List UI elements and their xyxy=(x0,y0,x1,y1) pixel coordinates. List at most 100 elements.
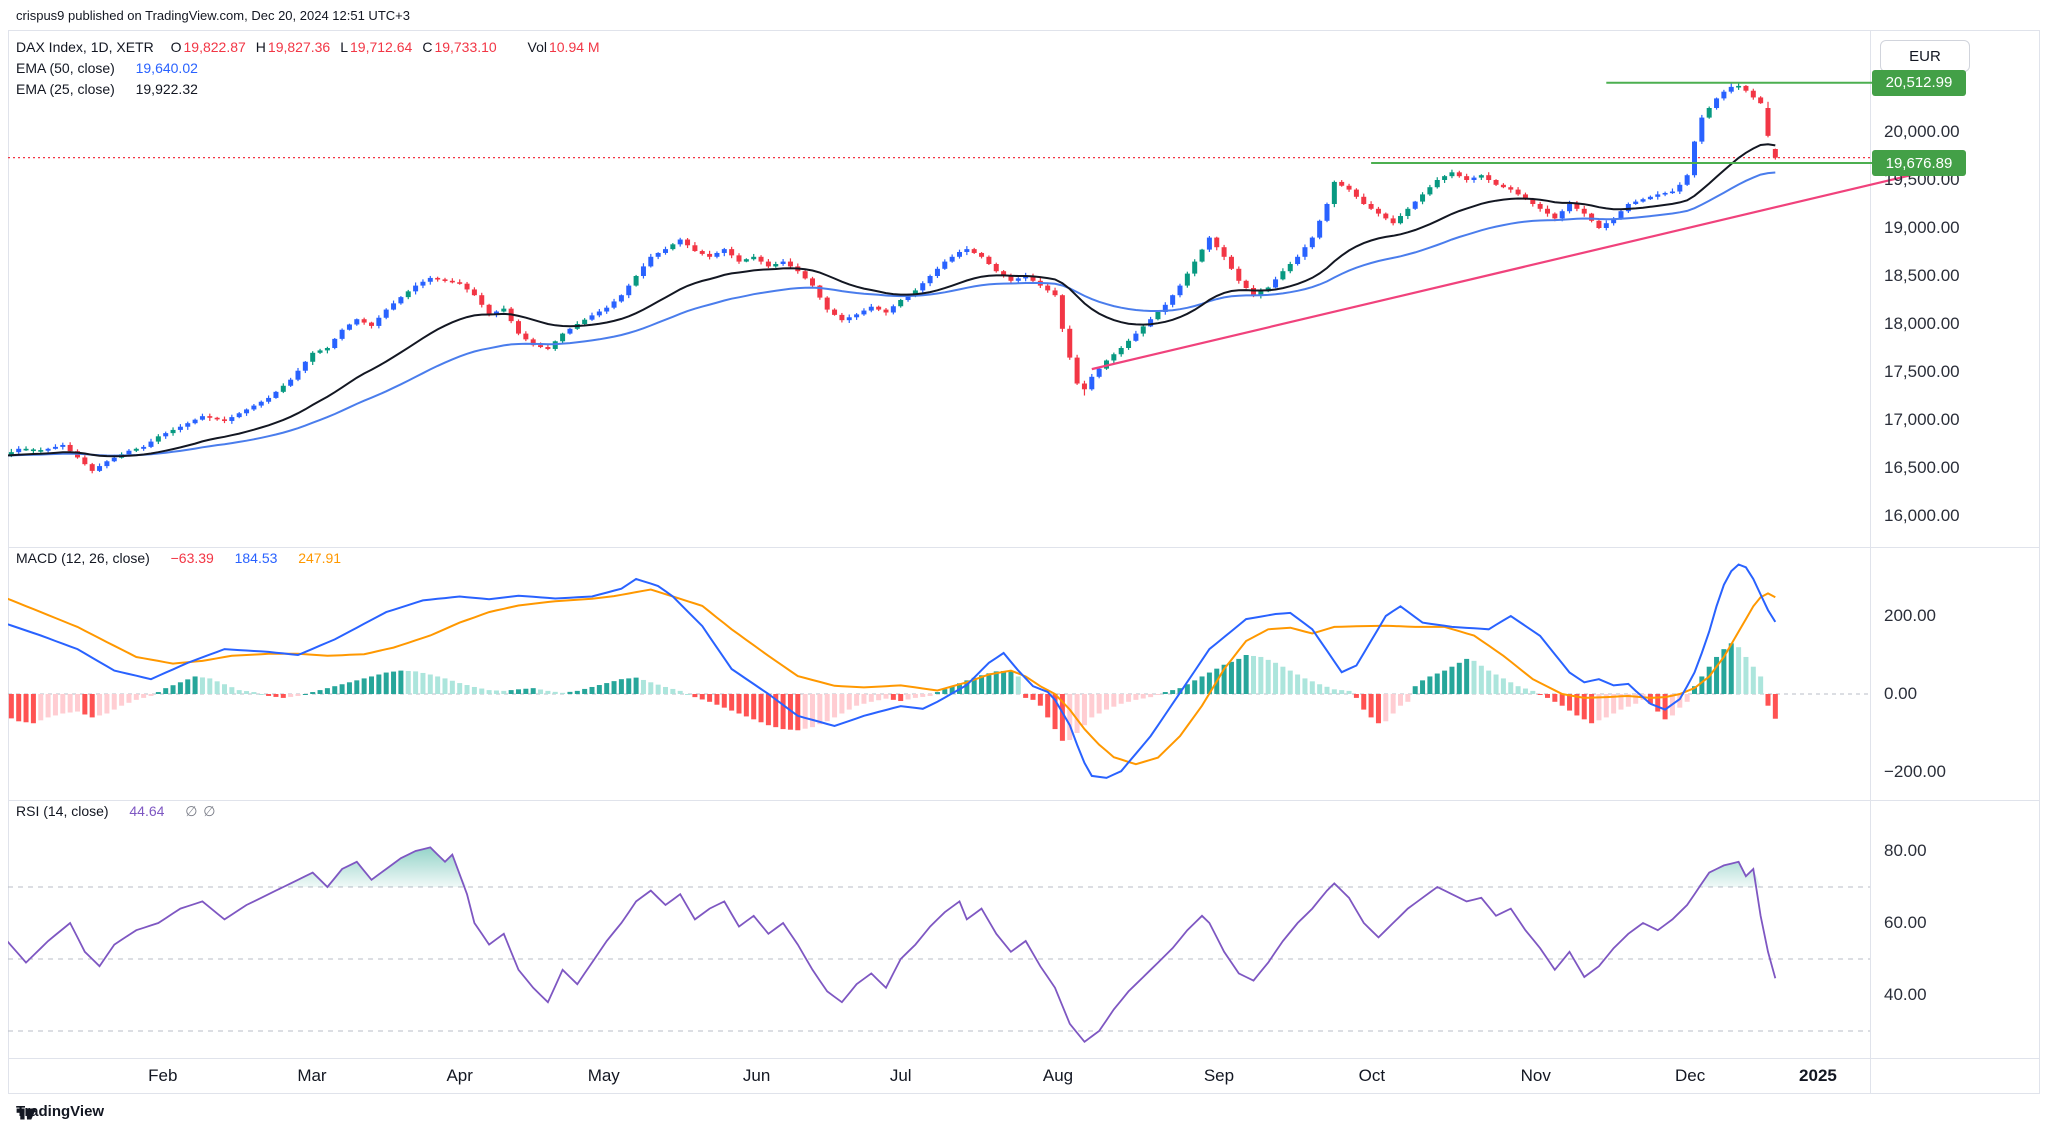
time-axis-month[interactable]: Feb xyxy=(148,1066,178,1085)
candle-body xyxy=(905,295,911,300)
price-axis-tick: 17,000.00 xyxy=(1884,410,1960,429)
macd-hist-bar xyxy=(214,681,220,694)
rsi-panel[interactable] xyxy=(4,846,1870,1044)
candle-body xyxy=(1714,98,1720,108)
price-axis-tick: 17,500.00 xyxy=(1884,362,1960,381)
candle-body xyxy=(236,413,242,418)
ema50-legend-row[interactable]: EMA (50, close) 19,640.02 xyxy=(16,60,200,76)
ema25-legend-row[interactable]: EMA (25, close) 19,922.32 xyxy=(16,81,200,97)
macd-hist-bar xyxy=(1030,694,1036,700)
macd-hist-bar xyxy=(1228,661,1234,694)
macd-hist-bar xyxy=(332,686,338,694)
macd-hist-bar xyxy=(552,691,558,694)
candle-body xyxy=(787,261,793,267)
currency-button[interactable]: EUR xyxy=(1880,40,1970,72)
ema50-value: 19,640.02 xyxy=(135,60,198,76)
macd-hist-bar xyxy=(391,671,397,694)
rsi-line[interactable] xyxy=(4,846,1777,1044)
macd-axis-tick: 0.00 xyxy=(1884,684,1918,703)
macd-line[interactable] xyxy=(4,563,1777,779)
time-axis-month[interactable]: Jul xyxy=(889,1066,912,1085)
macd-hist-bar xyxy=(60,694,66,714)
macd-hist-bar xyxy=(854,694,860,706)
candle-body xyxy=(170,429,176,434)
candle-body xyxy=(1750,90,1756,98)
rsi-overbought-fill xyxy=(8,847,1776,887)
ema50-line[interactable] xyxy=(4,171,1776,457)
candle-body xyxy=(1478,175,1484,178)
candle-body xyxy=(1699,117,1705,142)
macd-hist-bar xyxy=(1015,676,1021,694)
candle-body xyxy=(346,324,352,330)
macd-hist-bar xyxy=(457,683,463,694)
time-axis-month[interactable]: Sep xyxy=(1203,1066,1235,1085)
macd-hist-bar xyxy=(1545,694,1550,698)
macd-hist-bar xyxy=(1743,656,1749,694)
trendline[interactable] xyxy=(1091,167,1940,371)
price-panel[interactable] xyxy=(2,82,1871,474)
candle-body xyxy=(486,304,492,315)
candle-body xyxy=(185,423,191,427)
candle-body xyxy=(1618,211,1624,219)
macd-hist-bar xyxy=(1346,690,1352,694)
ema25-line[interactable] xyxy=(4,143,1776,458)
macd-hist-bar xyxy=(1567,694,1573,711)
candle-body xyxy=(1287,264,1293,272)
macd-hist-bar xyxy=(2,694,7,715)
candle-body xyxy=(1236,268,1242,281)
candle-body xyxy=(464,283,470,290)
candle-body xyxy=(302,361,308,371)
time-axis-month[interactable]: Apr xyxy=(446,1066,473,1085)
time-axis-month[interactable]: Dec xyxy=(1674,1066,1706,1085)
candle-body xyxy=(383,309,389,318)
candle-body xyxy=(1126,340,1132,348)
macd-hist-bar xyxy=(1001,670,1007,694)
candle-body xyxy=(640,266,646,276)
candle-body xyxy=(927,276,933,284)
time-axis-month[interactable]: May xyxy=(587,1066,620,1085)
candle-body xyxy=(1324,204,1330,221)
candle-body xyxy=(1640,199,1646,202)
candle-body xyxy=(1118,348,1124,355)
macd-hist-bar xyxy=(1478,665,1484,694)
candle-body xyxy=(82,457,88,465)
candle-body xyxy=(1074,357,1080,384)
macd-panel[interactable] xyxy=(2,563,1871,779)
candle-body xyxy=(1067,328,1073,358)
macd-hist-bar xyxy=(611,681,617,694)
candle-body xyxy=(736,255,742,262)
macd-axis-tick: 200.00 xyxy=(1884,606,1936,625)
symbol-legend-row[interactable]: DAX Index, 1D, XETR O 19,822.87 H 19,827.36… xyxy=(16,39,602,55)
price-axis-tick: 18,500.00 xyxy=(1884,266,1960,285)
time-axis-month[interactable]: Mar xyxy=(297,1066,327,1085)
macd-hist-bar xyxy=(1309,681,1315,694)
macd-hist-bar xyxy=(685,694,691,695)
time-axis-month[interactable]: Aug xyxy=(1042,1066,1074,1085)
time-axis-month[interactable]: Jun xyxy=(742,1066,771,1085)
candle-body xyxy=(1456,172,1462,177)
macd-hist-bar xyxy=(1390,694,1396,714)
time-axis-year[interactable]: 2025 xyxy=(1799,1066,1837,1085)
rsi-legend-row[interactable]: RSI (14, close) 44.64 ∅ ∅ xyxy=(16,803,218,820)
macd-hist-bar xyxy=(244,691,250,694)
macd-hist-bar xyxy=(1434,673,1440,694)
macd-hist-bar xyxy=(934,692,940,694)
macd-hist-bar xyxy=(677,690,683,694)
time-axis-month[interactable]: Oct xyxy=(1358,1066,1386,1085)
macd-hist-bar xyxy=(1037,694,1043,706)
candle-body xyxy=(633,276,639,286)
macd-legend-row[interactable]: MACD (12, 26, close) −63.39 184.53 247.9… xyxy=(16,550,343,566)
macd-hist-bar xyxy=(1383,694,1389,722)
candle-body xyxy=(596,311,602,316)
ema25-value: 19,922.32 xyxy=(135,81,198,97)
candle-body xyxy=(1111,354,1117,361)
macd-hist-bar xyxy=(185,679,191,694)
macd-hist-bar xyxy=(582,688,588,694)
macd-hist-bar xyxy=(707,694,713,702)
time-axis-month[interactable]: Nov xyxy=(1520,1066,1551,1085)
tradingview-logo[interactable]: TradingView xyxy=(16,1103,104,1120)
macd-hist-bar xyxy=(1133,694,1139,700)
macd-hist-bar xyxy=(567,691,573,694)
candle-body xyxy=(604,307,610,312)
